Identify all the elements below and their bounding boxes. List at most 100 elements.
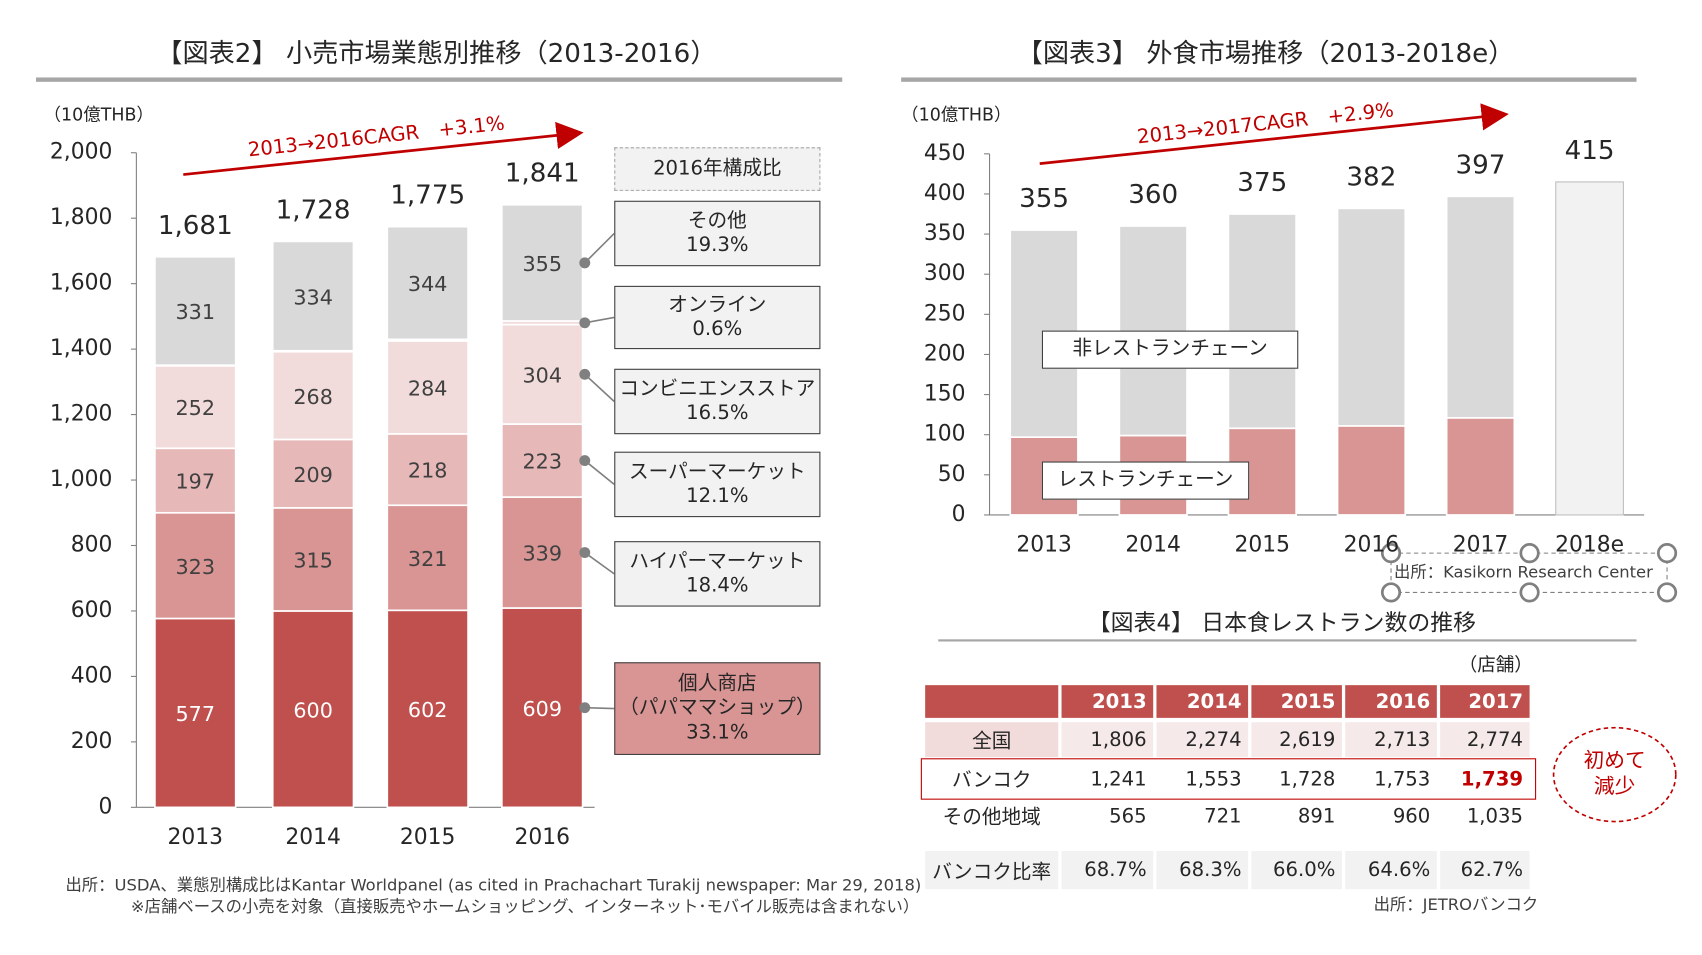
table-cell: 1,739 [1440,760,1530,798]
y-tick-label: 300 [924,261,966,286]
total-label: 397 [1456,150,1506,180]
x-tick-label: 2013 [1016,533,1072,558]
legend-dot [579,547,591,558]
bar-segment [1227,213,1297,430]
value-label: 209 [293,463,333,487]
bar-segment [501,496,584,609]
row-label: バンコク [925,760,1059,798]
y-tick-label: 200 [71,729,113,754]
value-label: 284 [408,377,448,401]
value-label: 321 [408,547,448,571]
legend-connector [584,373,615,403]
table-cell: 68.3% [1156,850,1249,890]
value-label: 577 [176,702,216,726]
table-cell: 2,274 [1156,722,1249,758]
bar-segment [271,507,355,612]
legend-dot [579,317,591,329]
cagr-arrow [183,121,584,176]
selection-handles [1380,543,1678,603]
composition-title: 2016年構成比 [614,147,821,191]
legend-share: 33.1% [686,720,749,744]
legend-box: ハイパーマーケット 18.4% [614,541,821,607]
legend-box: コンビニエンスストア 16.5% [614,368,821,435]
series-label: レストランチェーン [1041,461,1250,500]
legend-connector [584,551,615,575]
value-label: 355 [522,252,562,276]
total-label: 415 [1565,136,1615,166]
table-cell: 1,241 [1061,760,1154,798]
header-cell: 2016 [1345,685,1437,718]
value-label: 268 [293,385,333,409]
y-tick-label: 200 [924,341,966,366]
note: ※店舗ベースの小売を対象（直接販売やホームショッピング、インターネット･モバイル… [131,897,919,916]
bar-segment [501,607,584,809]
value-label: 600 [293,698,333,722]
total-label: 1,728 [276,196,351,226]
value-label: 252 [176,396,216,420]
bar-segment [154,256,237,366]
legend-share: 12.1% [686,484,749,508]
value-label: 197 [176,470,216,494]
legend-name: ハイパーマーケット [629,549,806,573]
table-title: 【図表4】 日本食レストラン数の推移 [1088,611,1476,637]
value-label: 218 [408,459,448,483]
legend-name: コンビニエンスストア [619,376,816,400]
legend-share: 19.3% [686,233,749,257]
legend-dot [579,702,591,714]
callout-text: 初めて 減少 [1583,748,1646,799]
table-cell: 2,619 [1251,722,1342,758]
total-label: 1,841 [505,159,580,189]
y-tick-label: 0 [952,502,966,527]
x-tick-label: 2015 [1235,533,1291,558]
table-cell: 1,806 [1061,722,1154,758]
y-tick-label: 1,200 [50,402,112,427]
header-cell: 2015 [1251,685,1342,718]
table-cell: 565 [1061,798,1154,834]
header-cell: 2017 [1440,685,1530,718]
y-tick-label: 400 [924,181,966,206]
value-label: 334 [293,285,333,309]
table-cell: 891 [1251,798,1342,834]
value-label: 223 [522,450,562,474]
legend-connector [584,232,615,264]
x-tick-label: 2016 [1344,533,1400,558]
y-tick-label: 0 [98,794,112,819]
table-cell: 721 [1156,798,1249,834]
value-label: 331 [176,300,216,324]
y-tick-label: 2,000 [50,140,112,165]
total-label: 1,681 [158,211,233,241]
chart-title: 【図表3】 外食市場推移（2013-2018e） [1017,39,1515,69]
value-label: 304 [522,364,562,388]
bar-segment [1336,425,1407,516]
x-tick-label: 2018e [1555,533,1624,558]
unit-label: （10億THB） [901,106,1011,126]
unit-label: （10億THB） [44,106,154,126]
bar-segment [154,364,237,450]
value-label: 339 [522,542,562,566]
value-label: 609 [522,697,562,721]
bar-segment [386,433,469,507]
total-label: 375 [1237,168,1287,198]
value-label: 344 [408,272,448,296]
bar-segment [271,610,355,809]
table-cell: 1,035 [1440,798,1530,834]
table-cell: 2,713 [1345,722,1437,758]
legend-name: 個人商店 （パパママショップ） [619,671,816,720]
bar-segment [386,225,469,341]
total-label: 382 [1346,162,1396,192]
table-cell: 62.7% [1440,850,1530,890]
header-cell [925,685,1059,718]
bar-segment [1445,417,1516,516]
y-tick-label: 600 [71,598,113,623]
value-label: 315 [293,549,333,573]
legend-name: その他 [687,208,747,232]
legend-share: 18.4% [686,573,749,597]
y-tick-label: 1,800 [50,205,112,230]
header-cell: 2013 [1061,685,1154,718]
legend-name: スーパーマーケット [629,459,806,483]
table-cell: 960 [1345,798,1437,834]
total-bar [1555,181,1624,516]
y-tick-label: 1,000 [50,467,112,492]
source: 出所：JETROバンコク [1374,895,1539,914]
